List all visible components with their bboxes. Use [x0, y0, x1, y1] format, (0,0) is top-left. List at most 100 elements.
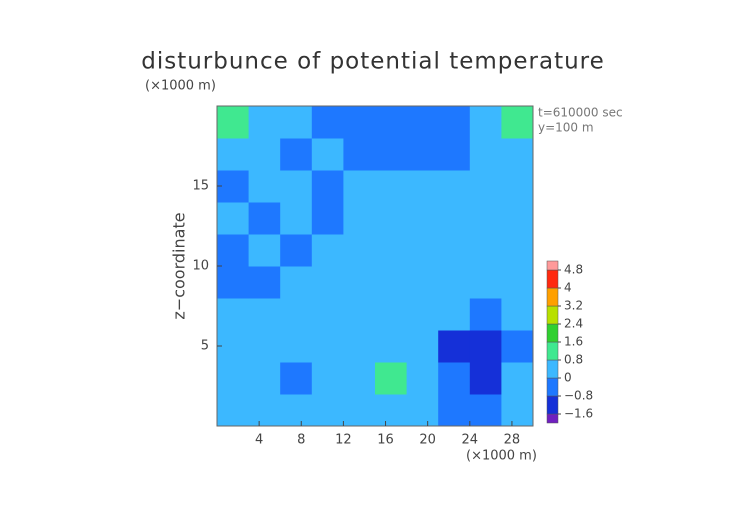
- field-cell: [217, 394, 250, 427]
- field-cell: [343, 266, 376, 299]
- colorbar-tick-label: −0.8: [564, 389, 593, 403]
- x-tick-label: 12: [335, 433, 352, 448]
- field-cell: [217, 138, 250, 171]
- field-cell: [311, 298, 344, 331]
- x-unit: (×1000 m): [466, 449, 537, 464]
- field-cell: [438, 394, 471, 427]
- field-cell: [501, 362, 534, 395]
- field-cell: [343, 138, 376, 171]
- field-cell: [375, 362, 408, 395]
- field-cell: [406, 362, 439, 395]
- field-cell: [343, 362, 376, 395]
- field-cell: [280, 234, 313, 267]
- field-cell: [311, 330, 344, 363]
- y-unit: (×1000 m): [145, 79, 216, 94]
- colorbar-tick-label: 0: [564, 371, 572, 385]
- field-cell: [438, 106, 471, 139]
- field-cell: [406, 266, 439, 299]
- colorbar-band: [546, 359, 559, 379]
- field-cell: [375, 266, 408, 299]
- field-cell: [343, 394, 376, 427]
- field-cell: [469, 362, 502, 395]
- field-cell: [469, 298, 502, 331]
- field-cell: [501, 234, 534, 267]
- x-tick-label: 24: [462, 433, 479, 448]
- field-cell: [217, 170, 250, 203]
- field-cell: [438, 298, 471, 331]
- field-cell: [469, 138, 502, 171]
- field-cell: [248, 362, 281, 395]
- field-cell: [406, 394, 439, 427]
- field-cell: [280, 330, 313, 363]
- field-cell: [217, 266, 250, 299]
- field-cell: [406, 234, 439, 267]
- field-cell: [248, 234, 281, 267]
- field-cell: [343, 330, 376, 363]
- field-cell: [469, 202, 502, 235]
- field-cell: [375, 170, 408, 203]
- field-cell: [375, 138, 408, 171]
- colorbar-band: [546, 341, 559, 361]
- field-cell: [438, 266, 471, 299]
- y-tick-label: 15: [192, 179, 209, 194]
- field-cell: [311, 234, 344, 267]
- field-cell: [438, 202, 471, 235]
- colorbar-tick-label: −1.6: [564, 407, 593, 421]
- field-cell: [280, 202, 313, 235]
- chart-title: disturbunce of potential temperature: [141, 49, 605, 75]
- field-cell: [469, 234, 502, 267]
- field-cell: [375, 234, 408, 267]
- colorbar-tick-label: 1.6: [564, 335, 583, 349]
- field-cell: [280, 138, 313, 171]
- x-tick-label: 28: [504, 433, 521, 448]
- field-cell: [280, 170, 313, 203]
- field-cell: [375, 394, 408, 427]
- field-cell: [406, 298, 439, 331]
- field-cell: [248, 298, 281, 331]
- field-cell: [438, 362, 471, 395]
- field-cell: [311, 362, 344, 395]
- colorbar-tick-label: 4.8: [564, 263, 583, 277]
- field-cell: [248, 106, 281, 139]
- field-cell: [501, 106, 534, 139]
- colorbar-band: [546, 287, 559, 307]
- field-cell: [375, 106, 408, 139]
- field-cell: [501, 330, 534, 363]
- field-cell: [438, 330, 471, 363]
- y-tick-label: 10: [192, 259, 209, 274]
- field-cell: [438, 138, 471, 171]
- field-cell: [469, 266, 502, 299]
- field-cell: [217, 298, 250, 331]
- field-cell: [248, 394, 281, 427]
- field-cell: [501, 298, 534, 331]
- field-cell: [311, 394, 344, 427]
- colorbar-tick-label: 2.4: [564, 317, 583, 331]
- x-tick-label: 20: [419, 433, 436, 448]
- field-cell: [248, 266, 281, 299]
- field-cell: [375, 330, 408, 363]
- field-cell: [311, 266, 344, 299]
- field-cell: [280, 106, 313, 139]
- field-cell: [501, 170, 534, 203]
- field-cell: [406, 202, 439, 235]
- field-cell: [469, 170, 502, 203]
- field-cell: [469, 106, 502, 139]
- field-cell: [501, 138, 534, 171]
- colorbar-band: [546, 269, 559, 289]
- field-cell: [248, 138, 281, 171]
- field-cell: [280, 362, 313, 395]
- field-cell: [343, 234, 376, 267]
- field-cell: [248, 170, 281, 203]
- field-cell: [217, 362, 250, 395]
- annotation: y=100 m: [538, 121, 594, 135]
- field-cell: [217, 106, 250, 139]
- field-cell: [343, 202, 376, 235]
- field-cell: [501, 394, 534, 427]
- field-cell: [280, 266, 313, 299]
- colorbar-band: [546, 377, 559, 397]
- colorbar-tick-label: 4: [564, 281, 572, 295]
- field-cell: [311, 202, 344, 235]
- colorbar-band: [546, 413, 559, 424]
- field-cell: [469, 330, 502, 363]
- field-cell: [469, 394, 502, 427]
